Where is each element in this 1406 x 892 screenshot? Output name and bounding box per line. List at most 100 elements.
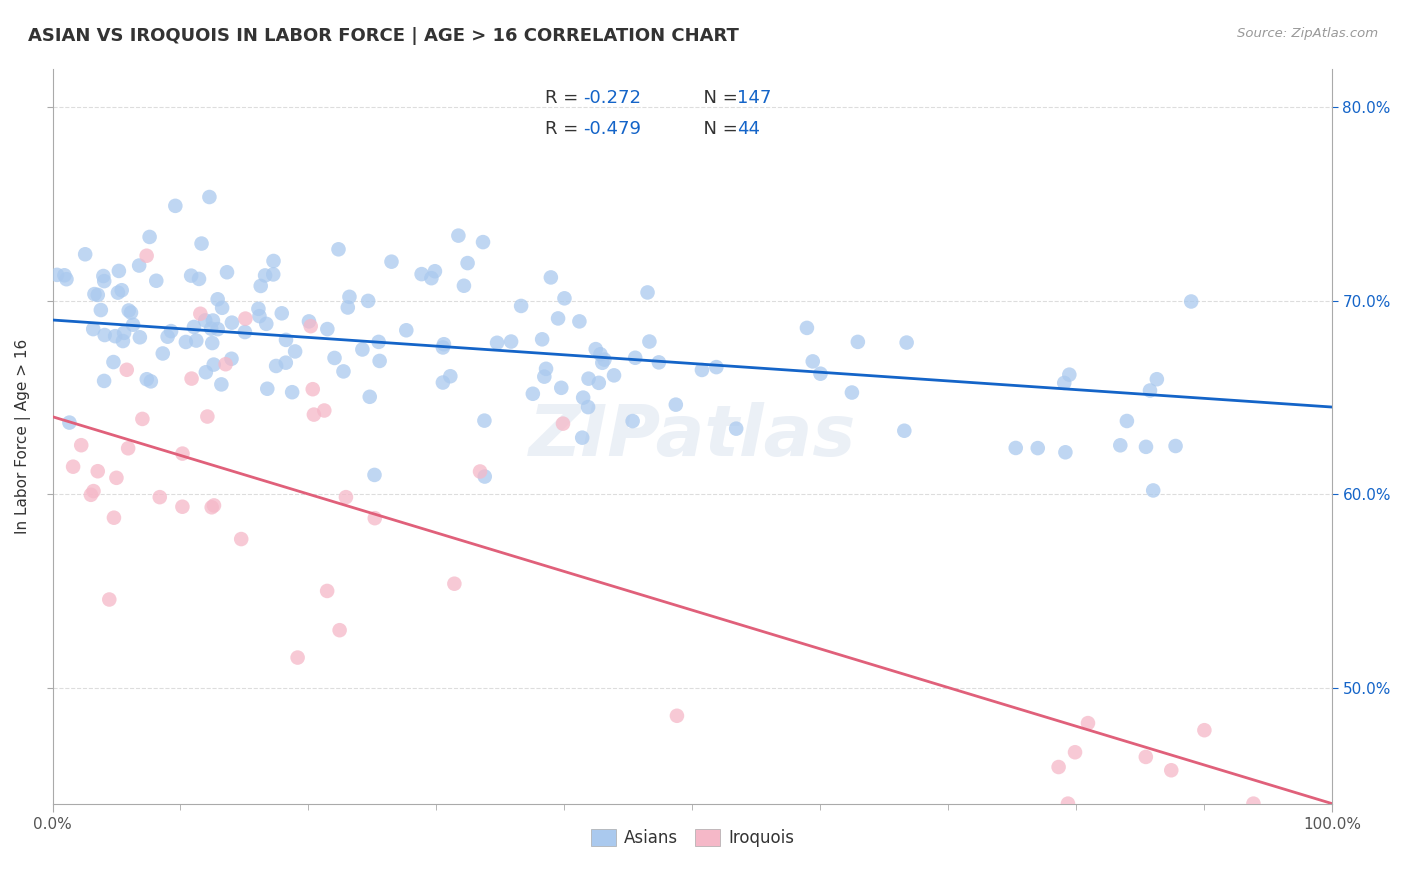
Point — [380, 254, 402, 268]
Point — [533, 369, 555, 384]
Point — [411, 267, 433, 281]
Point — [593, 352, 616, 367]
Point — [135, 249, 157, 263]
Point — [118, 303, 141, 318]
Point — [810, 367, 832, 381]
Point — [139, 375, 162, 389]
Point — [46, 268, 69, 282]
Text: R =: R = — [546, 89, 583, 107]
Point — [1059, 368, 1081, 382]
Point — [254, 317, 277, 331]
Point — [138, 230, 160, 244]
Point — [1135, 440, 1157, 454]
Point — [841, 385, 863, 400]
Point — [796, 321, 818, 335]
Point — [447, 228, 470, 243]
Point — [281, 385, 304, 400]
Point — [233, 325, 256, 339]
Point — [256, 382, 278, 396]
Point — [160, 324, 183, 338]
Point — [1180, 294, 1202, 309]
Point — [301, 382, 323, 396]
Point — [547, 311, 569, 326]
Point — [1146, 372, 1168, 386]
Legend: Asians, Iroquois: Asians, Iroquois — [583, 822, 800, 855]
Text: Source: ZipAtlas.com: Source: ZipAtlas.com — [1237, 27, 1378, 40]
Point — [249, 279, 271, 293]
Point — [231, 532, 253, 546]
Point — [576, 400, 599, 414]
Text: R =: R = — [546, 120, 583, 138]
Point — [1241, 797, 1264, 811]
Point — [1142, 483, 1164, 498]
Point — [534, 361, 557, 376]
Point — [93, 328, 115, 343]
Point — [287, 650, 309, 665]
Point — [572, 391, 595, 405]
Point — [352, 343, 374, 357]
Point — [190, 236, 212, 251]
Point — [1026, 441, 1049, 455]
Point — [323, 351, 346, 365]
Point — [207, 293, 229, 307]
Point — [1164, 439, 1187, 453]
Point — [90, 303, 112, 318]
Point — [183, 320, 205, 334]
Point — [145, 274, 167, 288]
Point — [135, 372, 157, 386]
Point — [1135, 750, 1157, 764]
Point — [335, 490, 357, 504]
Point — [80, 488, 103, 502]
Point — [1047, 760, 1070, 774]
Point — [207, 322, 229, 336]
Point — [214, 357, 236, 371]
Point — [83, 287, 105, 301]
Point — [87, 288, 110, 302]
Point — [107, 285, 129, 300]
Point — [624, 351, 647, 365]
Point — [188, 307, 211, 321]
Point — [180, 371, 202, 385]
Point — [111, 283, 134, 297]
Point — [328, 242, 350, 256]
Point — [1109, 438, 1132, 452]
Point — [648, 355, 671, 369]
Point — [637, 285, 659, 300]
Point — [1057, 797, 1080, 811]
Point — [638, 334, 661, 349]
Point — [332, 364, 354, 378]
Point — [131, 412, 153, 426]
Point — [274, 333, 297, 347]
Point — [472, 235, 495, 249]
Point — [1139, 384, 1161, 398]
Point — [571, 431, 593, 445]
Point — [128, 330, 150, 344]
Point — [221, 316, 243, 330]
Point — [359, 390, 381, 404]
Point — [194, 365, 217, 379]
Point — [70, 438, 93, 452]
Point — [111, 334, 134, 348]
Point — [1194, 723, 1216, 738]
Point — [621, 414, 644, 428]
Point — [174, 334, 197, 349]
Point — [105, 471, 128, 485]
Point — [329, 623, 352, 637]
Point — [93, 268, 115, 283]
Point — [62, 459, 84, 474]
Point — [363, 467, 385, 482]
Point — [690, 363, 713, 377]
Point — [474, 469, 496, 483]
Point — [82, 322, 104, 336]
Point — [211, 301, 233, 315]
Point — [249, 309, 271, 323]
Point — [336, 301, 359, 315]
Point — [568, 314, 591, 328]
Point — [591, 356, 613, 370]
Point — [201, 313, 224, 327]
Point — [284, 344, 307, 359]
Point — [443, 576, 465, 591]
Point — [93, 374, 115, 388]
Point — [665, 708, 688, 723]
Point — [1054, 445, 1077, 459]
